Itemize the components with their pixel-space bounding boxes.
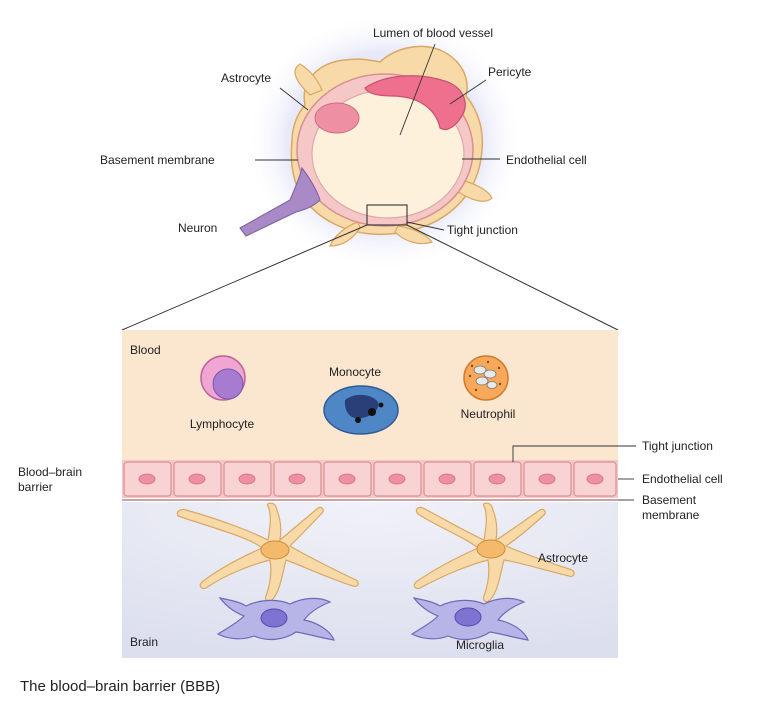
- label-astrocyte-bottom: Astrocyte: [538, 551, 588, 565]
- endothelial-nucleus: [388, 473, 406, 485]
- monocyte: [323, 385, 399, 435]
- label-basement-membrane-top: Basement membrane: [100, 153, 215, 167]
- top-leader-lines: [255, 43, 500, 231]
- label-pericyte: Pericyte: [488, 65, 532, 79]
- astrocyte-process: [454, 179, 493, 202]
- endothelial-nucleus: [288, 473, 306, 485]
- pericyte: [364, 75, 466, 131]
- endothelial-nucleus: [188, 473, 206, 485]
- label-bbb-line2: barrier: [18, 480, 53, 494]
- label-microglia: Microglia: [456, 638, 504, 652]
- label-lumen: Lumen of blood vessel: [373, 26, 493, 40]
- vessel-cross-section: Lumen of blood vessel Astrocyte Pericyte…: [100, 12, 619, 331]
- tight-junction-box: [366, 204, 408, 226]
- astrocyte-process: [294, 63, 323, 96]
- label-endothelial-cell-bottom: Endothelial cell: [642, 472, 723, 486]
- label-endothelial-cell-top: Endothelial cell: [506, 153, 587, 167]
- endothelial-nucleus: [538, 473, 556, 485]
- astrocyte-process: [394, 225, 433, 245]
- zoom-line-right: [406, 224, 619, 331]
- neutrophil: [463, 355, 509, 401]
- label-basement-line2: membrane: [642, 508, 700, 522]
- barrier-detail: Blood Monocyte Lymphocyte Neutrophil Blo…: [18, 330, 723, 658]
- microglia-right: [410, 597, 529, 641]
- bottom-leader-lines: [512, 445, 636, 501]
- endothelial-nucleus: [314, 102, 360, 134]
- label-brain: Brain: [130, 635, 158, 649]
- figure-caption: The blood–brain barrier (BBB): [20, 678, 221, 695]
- label-lymphocyte: Lymphocyte: [190, 417, 255, 431]
- label-blood: Blood: [130, 343, 161, 357]
- label-tight-junction-bottom: Tight junction: [642, 439, 713, 453]
- endothelial-nucleus: [338, 473, 356, 485]
- lymphocyte: [200, 355, 246, 401]
- endothelial-nucleus: [238, 473, 256, 485]
- neuron: [239, 166, 321, 237]
- endothelial-nucleus: [488, 473, 506, 485]
- astrocyte-left: [176, 502, 359, 603]
- microglia-left: [216, 597, 335, 641]
- endothelial-nucleus: [586, 473, 604, 485]
- endothelial-cell-row: [122, 460, 618, 498]
- endothelial-nucleus: [138, 473, 156, 485]
- label-bbb-line1: Blood–brain: [18, 465, 82, 479]
- label-neuron: Neuron: [178, 221, 217, 235]
- label-astrocyte-top: Astrocyte: [221, 71, 271, 85]
- endothelial-nucleus: [438, 473, 456, 485]
- label-neutrophil: Neutrophil: [461, 407, 516, 421]
- brain-region: [122, 502, 618, 658]
- label-monocyte: Monocyte: [329, 365, 381, 379]
- astrocyte-right: [413, 502, 575, 603]
- zoom-line-left: [121, 224, 368, 331]
- label-tight-junction-top: Tight junction: [447, 223, 518, 237]
- label-basement-line1: Basement: [642, 493, 697, 507]
